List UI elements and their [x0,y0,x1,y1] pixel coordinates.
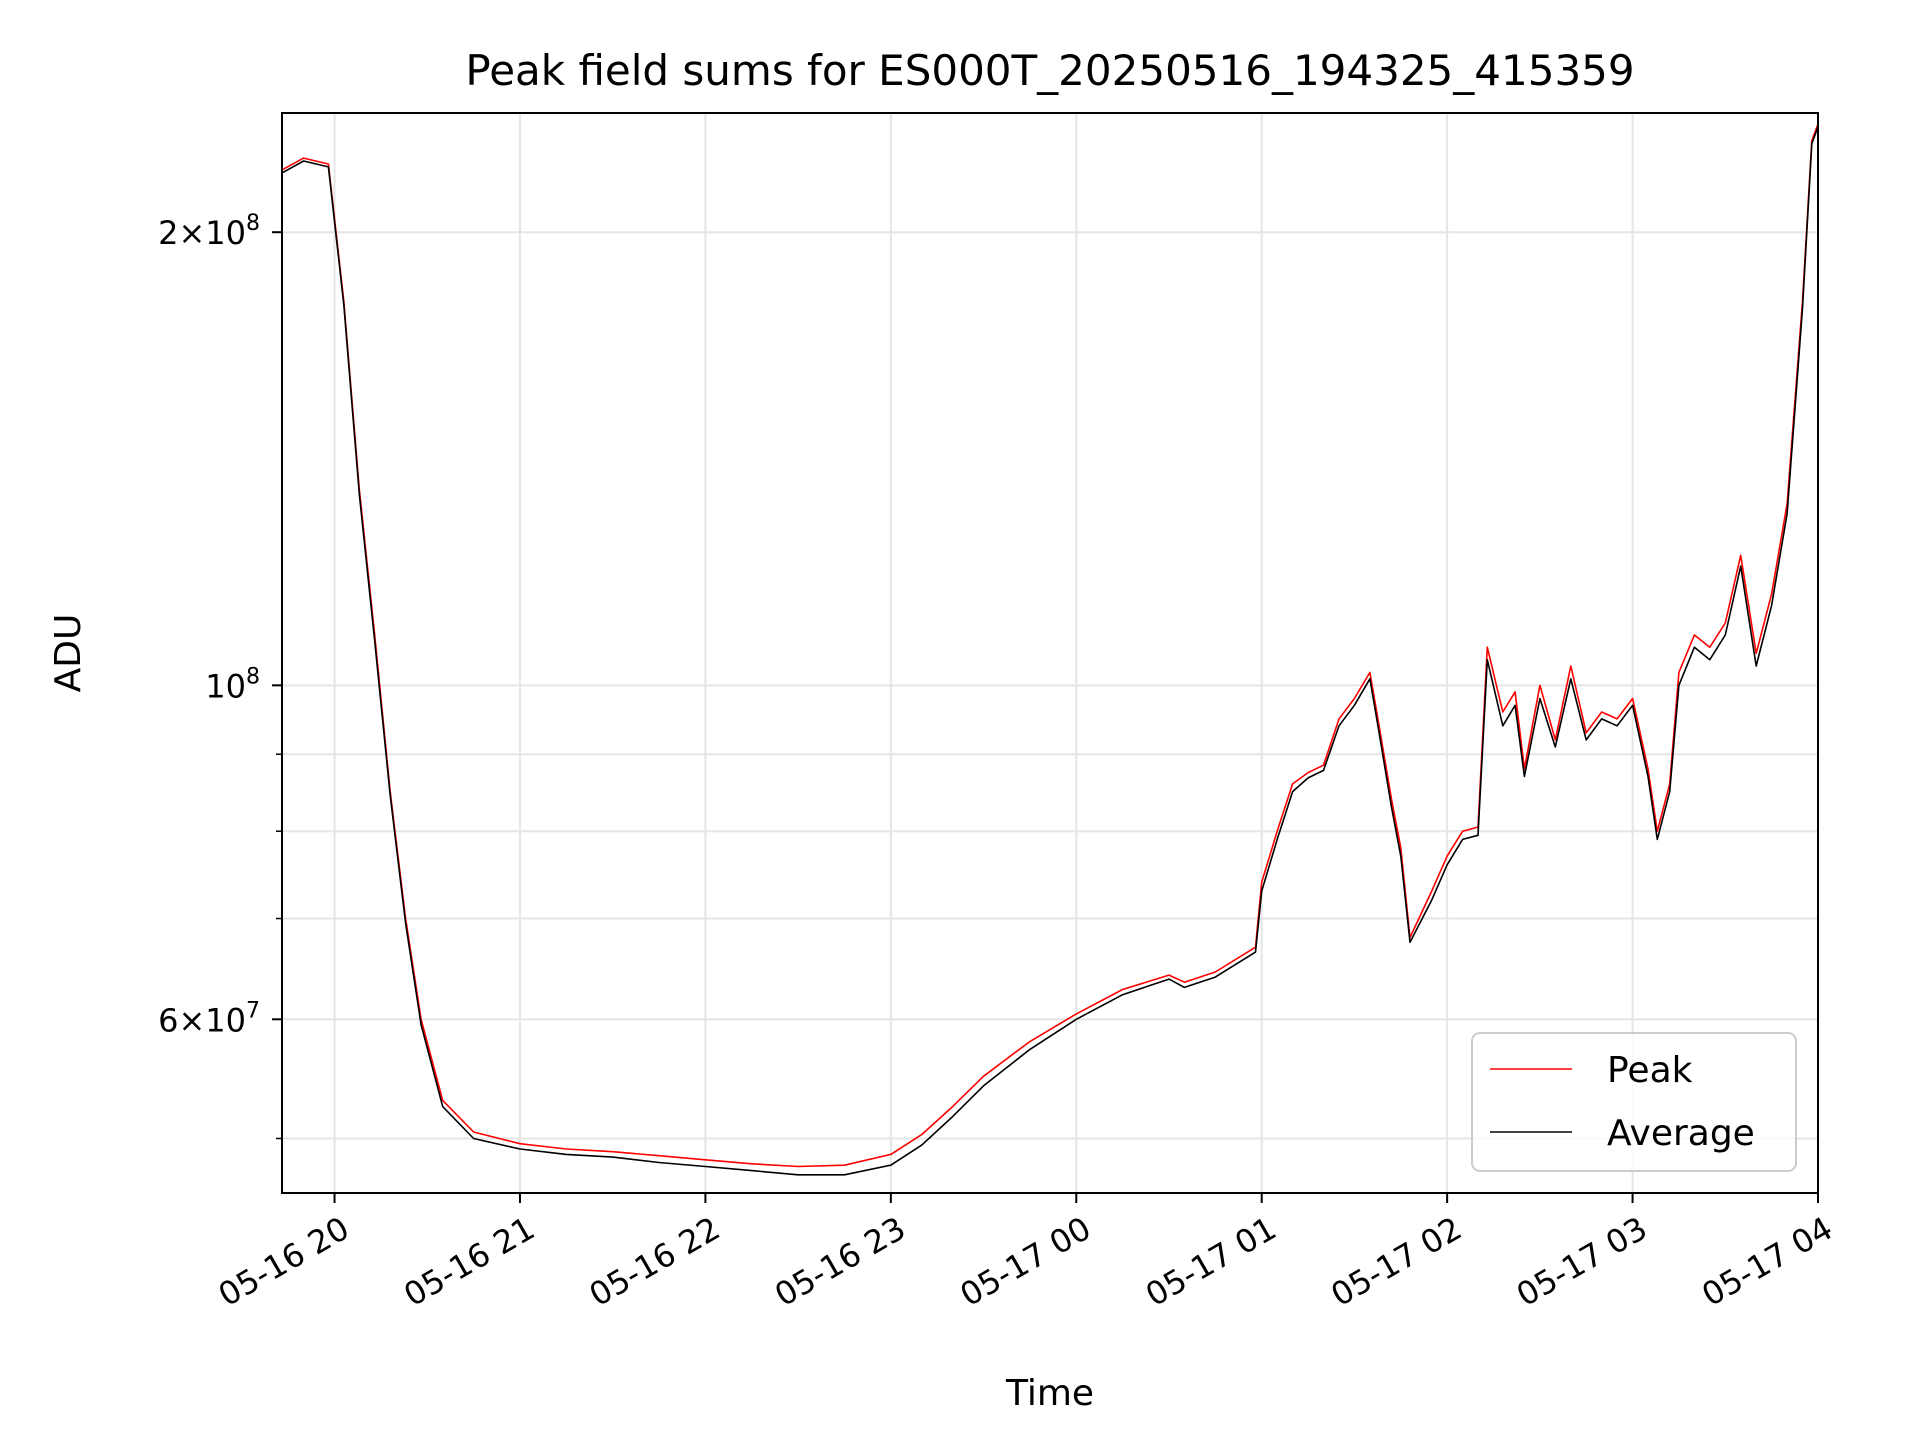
plot-frame [281,112,1819,1194]
chart-title: Peak field sums for ES000T_20250516_1943… [465,46,1634,95]
legend: Peak Average [1471,1032,1797,1172]
grid [282,113,1818,1193]
series-line-peak [281,123,1819,1168]
legend-label-average: Average [1607,1113,1755,1154]
series-lines [281,123,1819,1176]
series-line-average [281,126,1819,1176]
x-axis-label: Time [1005,1373,1094,1414]
legend-label-peak: Peak [1607,1050,1693,1091]
y-tick-label: 2×108 [158,211,260,252]
y-tick-label: 6×107 [158,998,260,1039]
y-axis-label: ADU [48,614,89,693]
legend-box [1471,1032,1797,1172]
